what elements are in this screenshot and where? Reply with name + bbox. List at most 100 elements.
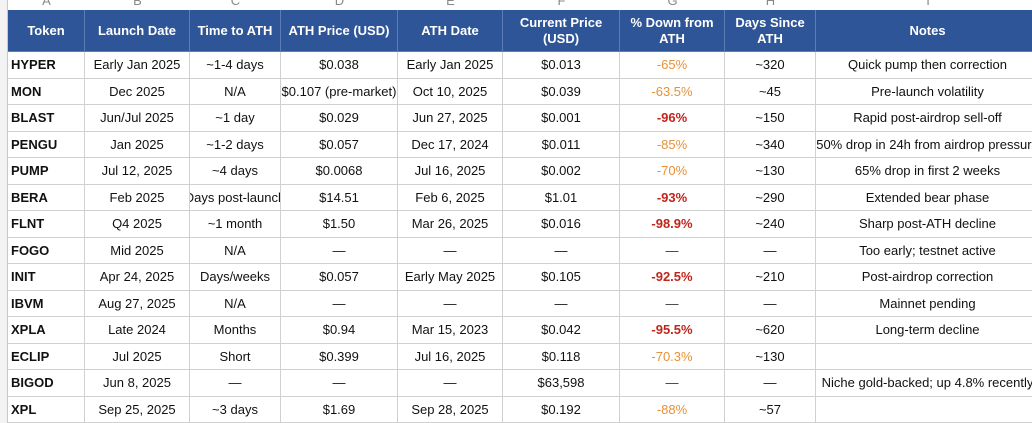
token-cell: BERA (8, 184, 85, 211)
column-letter: C (230, 0, 241, 8)
data-cell: $0.0068 (281, 158, 398, 185)
data-cell: $0.057 (281, 131, 398, 158)
data-cell: ~620 (725, 317, 816, 344)
data-cell: Early Jan 2025 (398, 52, 503, 79)
column-letter: A (42, 0, 51, 8)
data-cell: Mainnet pending (816, 291, 1032, 317)
data-cell: Months (190, 317, 281, 344)
header-cell: Time to ATH (190, 10, 281, 52)
data-cell: $1.01 (503, 184, 620, 211)
data-cell: Jun 8, 2025 (85, 370, 190, 397)
header-cell: Current Price (USD) (503, 10, 620, 52)
data-cell: $0.029 (281, 105, 398, 132)
data-cell: -93% (620, 184, 725, 211)
data-cell: $0.013 (503, 52, 620, 79)
data-cell: Days post-launch (190, 184, 281, 211)
data-cell: — (281, 237, 398, 264)
data-cell: $63,598 (503, 370, 620, 397)
data-cell: Feb 2025 (85, 184, 190, 211)
data-cell: ~130 (725, 343, 816, 370)
data-cell: Days/weeks (190, 264, 281, 291)
data-cell: Extended bear phase (816, 185, 1032, 211)
token-cell: IBVM (8, 290, 85, 317)
token-cell: ECLIP (8, 343, 85, 370)
data-cell: $0.107 (pre-market) (281, 78, 398, 105)
data-cell: Early Jan 2025 (85, 52, 190, 79)
data-cell: Mar 15, 2023 (398, 317, 503, 344)
row-gutter (0, 0, 8, 423)
data-cell: ~290 (725, 184, 816, 211)
data-cell: N/A (190, 78, 281, 105)
data-cell: — (281, 370, 398, 397)
data-cell: Apr 24, 2025 (85, 264, 190, 291)
data-cell: ~320 (725, 52, 816, 79)
data-cell: Oct 10, 2025 (398, 78, 503, 105)
data-cell: Mar 26, 2025 (398, 211, 503, 238)
token-cell: PUMP (8, 158, 85, 185)
header-cell: ATH Date (398, 10, 503, 52)
data-cell: $0.105 (503, 264, 620, 291)
data-cell: Rapid post-airdrop sell-off (816, 105, 1032, 132)
data-cell: Jul 12, 2025 (85, 158, 190, 185)
token-cell: XPLA (8, 317, 85, 344)
data-cell: — (620, 290, 725, 317)
data-cell: — (190, 370, 281, 397)
data-cell: $0.011 (503, 131, 620, 158)
data-cell: $1.69 (281, 396, 398, 423)
data-cell: Jul 16, 2025 (398, 343, 503, 370)
data-cell: ~150 (725, 105, 816, 132)
data-cell: -65% (620, 52, 725, 79)
data-cell: Post-airdrop correction (816, 264, 1032, 291)
data-cell: ~1-4 days (190, 52, 281, 79)
data-cell: — (725, 290, 816, 317)
data-cell: $1.50 (281, 211, 398, 238)
data-cell: $0.057 (281, 264, 398, 291)
data-cell: — (398, 290, 503, 317)
data-cell: ~1 month (190, 211, 281, 238)
column-letter: F (557, 0, 566, 8)
token-cell: HYPER (8, 52, 85, 79)
data-cell: $0.042 (503, 317, 620, 344)
data-cell (816, 344, 1032, 370)
data-cell: Early May 2025 (398, 264, 503, 291)
data-cell: 50% drop in 24h from airdrop pressure (816, 132, 1032, 158)
data-cell: Late 2024 (85, 317, 190, 344)
data-cell: Too early; testnet active (816, 238, 1032, 264)
data-cell: -92.5% (620, 264, 725, 291)
token-cell: PENGU (8, 131, 85, 158)
header-cell: Days Since ATH (725, 10, 816, 52)
data-cell: — (503, 237, 620, 264)
data-cell: Mid 2025 (85, 237, 190, 264)
data-cell: ~4 days (190, 158, 281, 185)
data-cell: -70.3% (620, 343, 725, 370)
header-cell: % Down from ATH (620, 10, 725, 52)
data-cell: ~3 days (190, 396, 281, 423)
data-cell: $0.118 (503, 343, 620, 370)
data-cell: N/A (190, 290, 281, 317)
data-cell: Jun 27, 2025 (398, 105, 503, 132)
data-cell: 65% drop in first 2 weeks (816, 158, 1032, 185)
data-cell: -63.5% (620, 78, 725, 105)
token-cell: XPL (8, 396, 85, 423)
column-letter: I (926, 0, 930, 8)
data-cell: Dec 17, 2024 (398, 131, 503, 158)
data-cell: — (620, 370, 725, 397)
data-cell: $14.51 (281, 184, 398, 211)
data-cell: Sharp post-ATH decline (816, 211, 1032, 238)
token-cell: BIGOD (8, 370, 85, 397)
data-cell: $0.192 (503, 396, 620, 423)
data-cell: ~1-2 days (190, 131, 281, 158)
data-cell: Dec 2025 (85, 78, 190, 105)
data-cell: -95.5% (620, 317, 725, 344)
data-cell: $0.039 (503, 78, 620, 105)
column-letter: G (667, 0, 678, 8)
data-cell: Jun/Jul 2025 (85, 105, 190, 132)
data-cell: — (281, 290, 398, 317)
data-cell: $0.016 (503, 211, 620, 238)
data-cell: N/A (190, 237, 281, 264)
data-cell: ~45 (725, 78, 816, 105)
data-cell: Sep 28, 2025 (398, 396, 503, 423)
header-cell: Launch Date (85, 10, 190, 52)
data-cell: ~1 day (190, 105, 281, 132)
